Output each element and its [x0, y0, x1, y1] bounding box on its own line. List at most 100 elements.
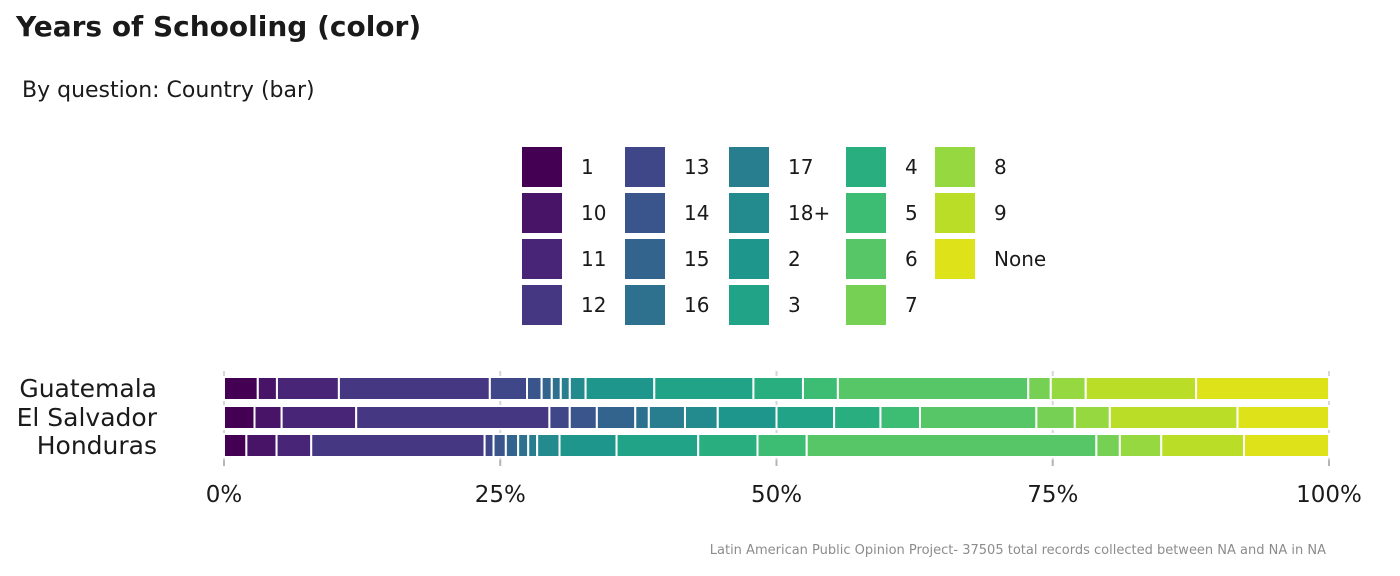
legend-label: 12 [581, 293, 606, 317]
legend-label: 8 [994, 155, 1007, 179]
legend-label: 15 [684, 247, 709, 271]
bar-segment [526, 376, 543, 401]
bar-segment [492, 433, 507, 458]
bar-segment [558, 433, 618, 458]
bar-segment [280, 405, 358, 430]
legend-label: 5 [905, 201, 918, 225]
bar-segment [752, 376, 804, 401]
x-tick-label: 25% [475, 482, 526, 508]
bar-segment [483, 433, 495, 458]
legend-swatch [625, 285, 665, 325]
bar-segment [1095, 433, 1121, 458]
bar-segment [504, 433, 520, 458]
bar-segment [1049, 376, 1087, 401]
legend-swatch [625, 147, 665, 187]
bar-segment [1118, 433, 1163, 458]
bar-segment [1084, 376, 1198, 401]
bar-segment [275, 433, 313, 458]
legend-swatch [729, 193, 769, 233]
legend-swatch [522, 239, 562, 279]
bar-segment [918, 405, 1038, 430]
bar-segment [1160, 433, 1245, 458]
bar-segment [1073, 405, 1111, 430]
bars [223, 376, 1330, 458]
bar-segment [548, 405, 571, 430]
x-tick-label: 75% [1027, 482, 1078, 508]
country-label: El Salvador [17, 403, 158, 432]
legend-label: 3 [788, 293, 801, 317]
bar-segment [833, 405, 882, 430]
bar-segment [647, 405, 686, 430]
legend-swatch [522, 147, 562, 187]
bar-segment [595, 405, 637, 430]
bar-segment [697, 433, 759, 458]
chart-subtitle: By question: Country (bar) [22, 78, 315, 103]
bar-segment [1027, 376, 1052, 401]
legend-swatch [729, 147, 769, 187]
bar-segment [716, 405, 778, 430]
legend-label: 4 [905, 155, 918, 179]
bar-segment [775, 405, 836, 430]
bar-segment [568, 405, 598, 430]
bar-segment [223, 433, 248, 458]
bar-segment [223, 376, 259, 401]
bar-segment [615, 433, 700, 458]
bar-segment [836, 376, 1030, 401]
bar-segment [517, 433, 530, 458]
legend-label: 13 [684, 155, 709, 179]
bar-segment [275, 376, 340, 401]
legend-swatch [522, 193, 562, 233]
bar-segment [337, 376, 491, 401]
bar-segment [256, 376, 278, 401]
legend-label: 2 [788, 247, 801, 271]
legend-swatch [625, 193, 665, 233]
legend-label: 18+ [788, 201, 830, 225]
legend-swatch [935, 147, 975, 187]
legend-swatch [846, 285, 886, 325]
bar-segment [223, 405, 256, 430]
bar-segment [634, 405, 650, 430]
bar-segment [527, 433, 539, 458]
country-label: Guatemala [19, 374, 157, 403]
country-label: Honduras [37, 431, 157, 460]
legend-label: 6 [905, 247, 918, 271]
bar-segment [1035, 405, 1076, 430]
bar-segment [1108, 405, 1239, 430]
bar-segment [568, 376, 587, 401]
bar-segment [310, 433, 486, 458]
bar-segment [559, 376, 571, 401]
legend-swatch [846, 239, 886, 279]
bar-segment [805, 433, 1098, 458]
legend-label: 9 [994, 201, 1007, 225]
legend-label: 16 [684, 293, 709, 317]
legend-label: 10 [581, 201, 606, 225]
bar-segment [536, 433, 561, 458]
bar-segment [355, 405, 551, 430]
x-tick-label: 50% [751, 482, 802, 508]
chart-title: Years of Schooling (color) [16, 10, 422, 43]
bar-segment [879, 405, 921, 430]
bar-segment [1236, 405, 1330, 430]
bar-segment [756, 433, 808, 458]
bar-segment [801, 376, 839, 401]
legend-label: 17 [788, 155, 813, 179]
legend-swatch [729, 285, 769, 325]
legend-label: 1 [581, 155, 594, 179]
legend-label: 14 [684, 201, 709, 225]
legend-swatch [522, 285, 562, 325]
legend-label: None [994, 247, 1046, 271]
bar-segment [653, 376, 755, 401]
bar-segment [550, 376, 562, 401]
bar-segment [245, 433, 278, 458]
x-tick-label: 100% [1296, 482, 1362, 508]
bar-segment [1243, 433, 1330, 458]
legend: 1 10 11 12 13 14 15 16 17 18+ 2 3 4 5 6 7 8 9 None [522, 147, 1046, 325]
x-tick-label: 0% [206, 482, 243, 508]
legend-swatch [846, 147, 886, 187]
legend-swatch [935, 193, 975, 233]
x-axis-ticks: 0% 25% 50% 75% 100% [206, 460, 1362, 508]
bar-segment [488, 376, 529, 401]
legend-swatch [625, 239, 665, 279]
